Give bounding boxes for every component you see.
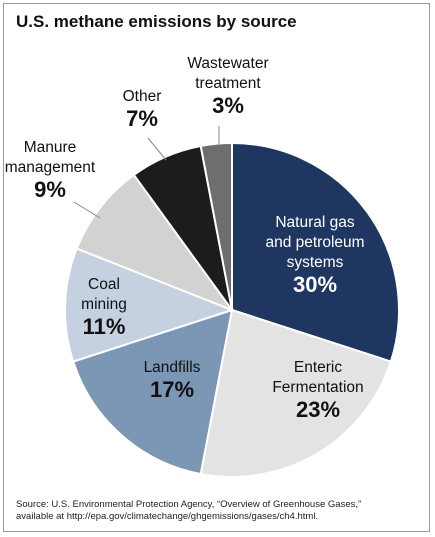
slice-label-coal-mining-line-2: mining <box>81 296 127 313</box>
pie-slice-enteric-fermentation <box>199 308 393 478</box>
pie-slice-wastewater-treatment <box>199 141 233 311</box>
leader-line-manure-management <box>73 201 101 219</box>
slice-label-other-line-1: Other <box>123 88 162 105</box>
slice-label-coal-mining-line-1: Coal <box>88 276 120 293</box>
slice-label-natural-gas-and-petroleum-systems-line-1: Natural gas <box>275 214 355 231</box>
pie-slice-natural-gas-and-petroleum-systems <box>231 141 400 363</box>
leader-lines <box>73 126 220 219</box>
slice-label-wastewater-treatment-line-2: treatment <box>195 75 261 92</box>
slice-label-wastewater-treatment-line-1: Wastewater <box>187 55 268 72</box>
slice-label-manure-management-line-2: management <box>5 159 96 176</box>
slice-label-manure-management-line-1: Manure <box>24 139 77 156</box>
source-line-1: Source: U.S. Environmental Protection Ag… <box>16 499 362 510</box>
slice-label-enteric-fermentation-line-2: Fermentation <box>272 379 363 396</box>
source-note: Source: U.S. Environmental Protection Ag… <box>16 499 420 523</box>
slice-label-landfills-line-1: Landfills <box>144 359 201 376</box>
slice-value-landfills: 17% <box>150 377 194 402</box>
slice-label-natural-gas-and-petroleum-systems-line-3: systems <box>287 254 344 271</box>
chart-title: U.S. methane emissions by source <box>16 12 297 31</box>
slice-label-natural-gas-and-petroleum-systems-line-2: and petroleum <box>265 234 364 251</box>
leader-line-other <box>147 137 167 161</box>
pie-slice-landfills <box>71 308 234 476</box>
slice-value-manure-management: 9% <box>34 177 66 202</box>
pie-slice-manure-management <box>75 173 235 313</box>
slice-value-coal-mining: 11% <box>83 314 126 339</box>
source-line-2: available at http://epa.gov/climatechang… <box>16 511 319 522</box>
slice-label-enteric-fermentation-line-1: Enteric <box>294 359 342 376</box>
slice-value-enteric-fermentation: 23% <box>296 397 340 422</box>
slice-value-wastewater-treatment: 3% <box>212 93 244 118</box>
slice-value-other: 7% <box>126 106 158 131</box>
pie-slice-coal-mining <box>64 247 235 363</box>
pie-slices <box>64 141 400 478</box>
slice-value-natural-gas-and-petroleum-systems: 30% <box>293 272 337 297</box>
